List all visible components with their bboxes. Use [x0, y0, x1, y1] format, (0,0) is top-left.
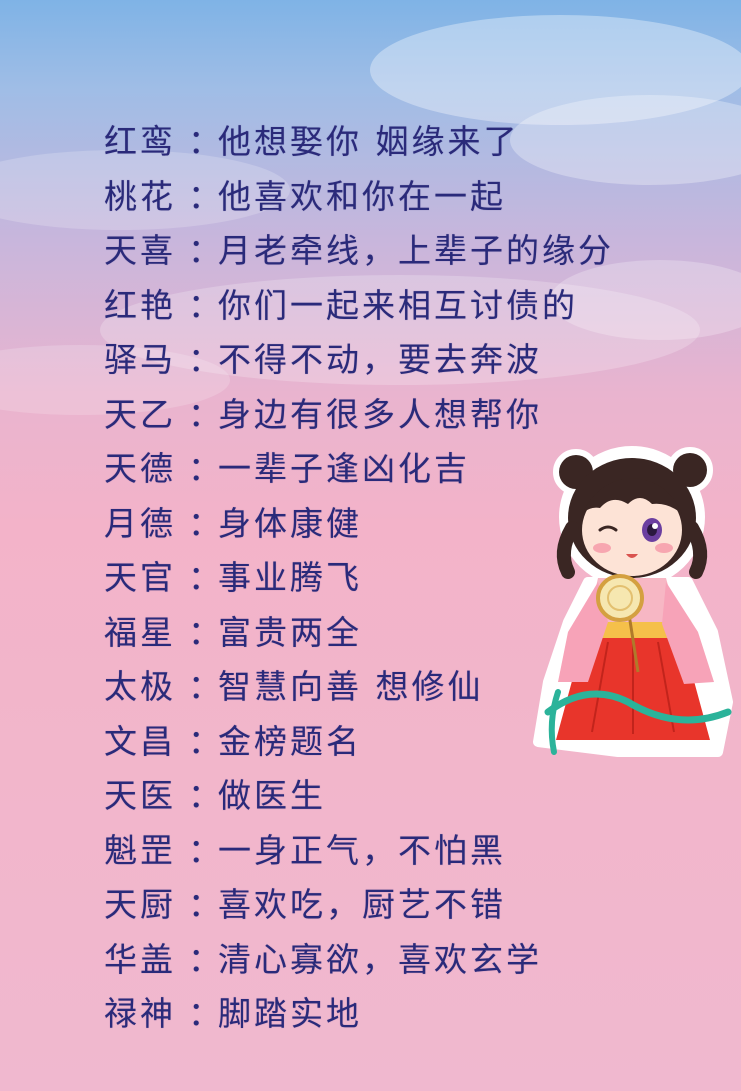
star-meaning-list: 红鸾：他想娶你 姻缘来了 桃花：他喜欢和你在一起 天喜：月老牵线，上辈子的缘分 …: [104, 112, 704, 1039]
star-name: 禄神: [104, 994, 176, 1034]
list-item: 天喜 ：月老牵线，上辈子的缘分: [104, 221, 704, 276]
separator: ：: [188, 231, 224, 271]
star-name: 月德: [104, 503, 176, 543]
list-item: 天德 ：一辈子逢凶化吉: [104, 439, 704, 494]
star-meaning: 月老牵线，上辈子的缘分: [218, 231, 614, 271]
separator: ：: [188, 612, 224, 652]
star-name: 桃花: [104, 176, 176, 216]
star-meaning: 他想娶你 姻缘来了: [218, 122, 520, 162]
star-name: 红艳: [104, 285, 176, 325]
chibi-girl-hanfu-illustration: [533, 446, 733, 757]
star-meaning: 不得不动，要去奔波: [218, 340, 542, 380]
separator: ：: [188, 340, 224, 380]
star-name: 天医: [104, 776, 176, 816]
star-meaning: 金榜题名: [218, 721, 362, 761]
separator: ：: [188, 885, 224, 925]
separator: ：: [188, 994, 224, 1034]
star-name: 福星: [104, 612, 176, 652]
star-name: 红鸾: [104, 122, 176, 162]
list-item: 月德 ：身体康健: [104, 494, 704, 549]
separator: ：: [188, 721, 224, 761]
star-meaning: 他喜欢和你在一起: [218, 176, 506, 216]
separator: ：: [188, 122, 224, 162]
separator: ：: [188, 939, 224, 979]
star-meaning: 脚踏实地: [218, 994, 362, 1034]
list-item: 天官 ：事业腾飞: [104, 548, 704, 603]
star-name: 天德: [104, 449, 176, 489]
star-meaning: 身体康健: [218, 503, 362, 543]
star-meaning: 事业腾飞: [218, 558, 362, 598]
star-name: 太极: [104, 667, 176, 707]
list-item: 天厨 ：喜欢吃，厨艺不错: [104, 875, 704, 930]
star-meaning: 身边有很多人想帮你: [218, 394, 542, 434]
star-meaning: 你们一起来相互讨债的: [218, 285, 578, 325]
star-meaning: 做医生: [218, 776, 326, 816]
separator: ：: [188, 449, 224, 489]
list-item: 魁罡 ：一身正气，不怕黑: [104, 821, 704, 876]
separator: ：: [188, 285, 224, 325]
separator: ：: [188, 176, 224, 216]
separator: ：: [188, 667, 224, 707]
star-name: 华盖: [104, 939, 176, 979]
star-name: 天喜: [104, 231, 176, 271]
star-meaning: 富贵两全: [218, 612, 362, 652]
separator: ：: [188, 558, 224, 598]
separator: ：: [188, 776, 224, 816]
separator: ：: [188, 394, 224, 434]
list-item: 天乙 ：身边有很多人想帮你: [104, 385, 704, 440]
list-item: 红艳 ：你们一起来相互讨债的: [104, 276, 704, 331]
star-name: 驿马: [104, 340, 176, 380]
separator: ：: [188, 830, 224, 870]
separator: ：: [188, 503, 224, 543]
list-item: 天医 ：做医生: [104, 766, 704, 821]
star-name: 文昌: [104, 721, 176, 761]
star-meaning: 智慧向善 想修仙: [218, 667, 484, 707]
list-item: 红鸾 ：他想娶你 姻缘来了: [104, 112, 704, 167]
list-item: 华盖 ：清心寡欲，喜欢玄学: [104, 930, 704, 985]
star-name: 天乙: [104, 394, 176, 434]
list-item: 桃花 ：他喜欢和你在一起: [104, 167, 704, 222]
list-item: 禄神 ：脚踏实地: [104, 984, 704, 1039]
list-item: 福星 ：富贵两全: [104, 603, 704, 658]
list-item: 太极 ：智慧向善 想修仙: [104, 657, 704, 712]
star-meaning: 清心寡欲，喜欢玄学: [218, 939, 542, 979]
star-name: 魁罡: [104, 830, 176, 870]
star-name: 天官: [104, 558, 176, 598]
star-meaning: 喜欢吃，厨艺不错: [218, 885, 506, 925]
list-item: 驿马 ：不得不动，要去奔波: [104, 330, 704, 385]
star-meaning: 一辈子逢凶化吉: [218, 449, 470, 489]
star-name: 天厨: [104, 885, 176, 925]
list-item: 文昌 ：金榜题名: [104, 712, 704, 767]
star-meaning: 一身正气，不怕黑: [218, 830, 506, 870]
